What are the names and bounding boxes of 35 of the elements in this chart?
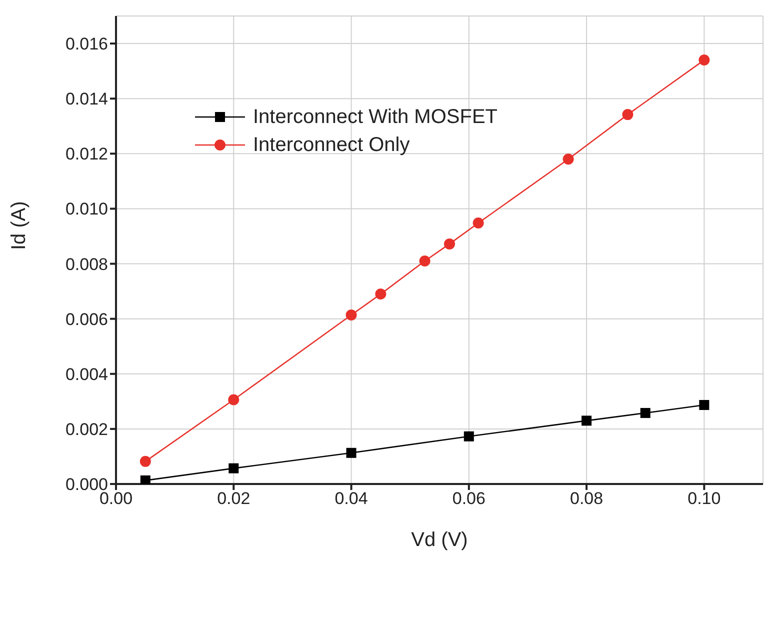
y-tick-label: 0.008 <box>65 254 108 274</box>
point <box>375 288 386 300</box>
y-tick-label: 0.012 <box>65 144 108 164</box>
point <box>472 218 484 229</box>
point <box>228 463 239 474</box>
point <box>140 475 150 484</box>
x-tick-label: 0.08 <box>570 489 604 508</box>
legend-label: Interconnect Only <box>253 133 410 158</box>
point <box>419 256 430 267</box>
y-axis-title: Id (A) <box>8 201 30 250</box>
point <box>228 394 240 406</box>
point <box>140 456 151 467</box>
y-tick-label: 0.006 <box>65 310 108 329</box>
y-tick-label: 0.002 <box>65 420 108 439</box>
point <box>699 400 710 410</box>
point <box>698 54 710 66</box>
legend-label: Interconnect With MOSFET <box>253 105 498 130</box>
x-tick-label: 0.06 <box>452 489 486 508</box>
y-tick-label: 0.010 <box>65 200 108 219</box>
x-tick-label: 0.02 <box>217 489 250 508</box>
point <box>346 309 357 320</box>
point <box>464 431 474 442</box>
x-axis-title: Vd (V) <box>411 529 468 551</box>
y-tick-label: 0.014 <box>65 90 108 109</box>
point <box>444 238 455 250</box>
x-tick-label: 0.04 <box>334 489 368 508</box>
point <box>346 448 356 458</box>
x-tick-label: 0.00 <box>99 489 133 508</box>
point <box>562 154 574 165</box>
y-tick-label: 0.016 <box>65 34 108 54</box>
x-tick-label: 0.10 <box>688 489 721 508</box>
y-tick-label: 0.004 <box>65 364 108 384</box>
point <box>582 416 592 426</box>
point <box>640 408 650 418</box>
point <box>622 109 634 120</box>
